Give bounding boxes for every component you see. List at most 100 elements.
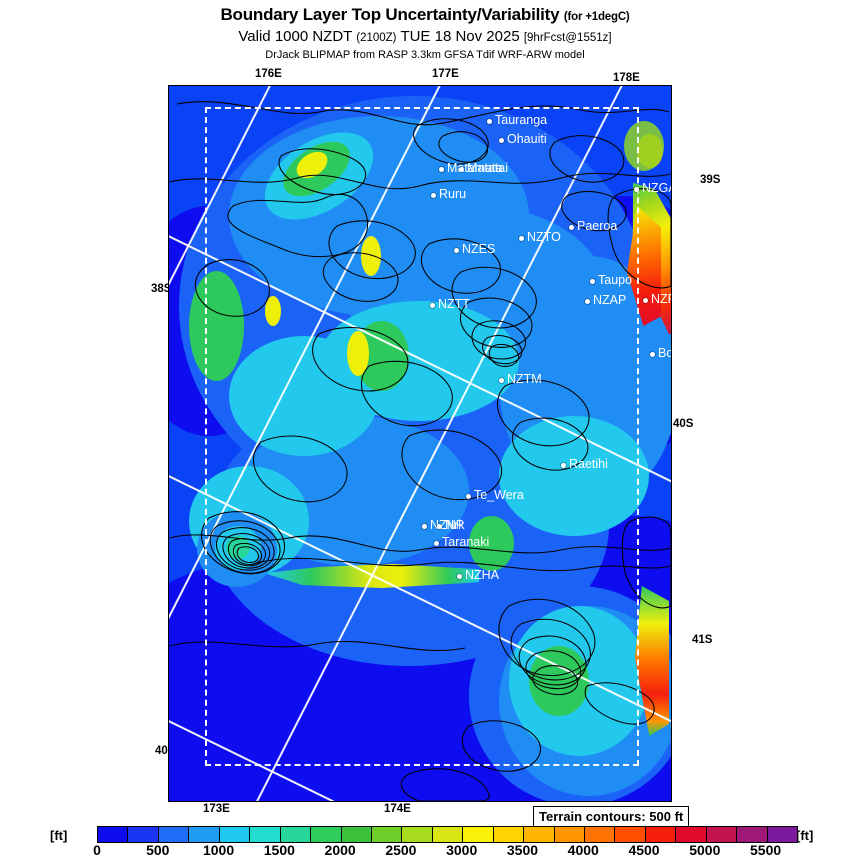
colorbar-segment-2 xyxy=(158,827,190,842)
colorbar-segment-21 xyxy=(737,827,768,842)
station-dot-icon xyxy=(439,167,444,172)
colorbar-tick-4500: 4500 xyxy=(628,842,660,858)
lat-tick-right-40S: 40S xyxy=(673,418,694,430)
station-dot-icon xyxy=(459,167,464,172)
station-dot-icon xyxy=(499,378,504,383)
station-dot-icon xyxy=(499,138,504,143)
colorbar-segment-5 xyxy=(250,827,281,842)
forecast-domain-box xyxy=(205,107,639,766)
colorbar-segment-13 xyxy=(493,827,525,842)
station-label: NZRK xyxy=(651,292,671,306)
map-plot[interactable]: TaurangaOhauitiMatamataMatataiRuruNZGAPa… xyxy=(168,85,672,802)
station-label: Tauranga xyxy=(495,113,548,127)
station-label: Nrk xyxy=(445,518,465,532)
colorbar-unit-left: [ft] xyxy=(50,828,68,843)
lon-tick-176E: 176E xyxy=(255,68,282,80)
station-label: Matatai xyxy=(467,161,508,175)
colorbar-segment-22 xyxy=(767,827,798,842)
station-label: Taupo xyxy=(598,273,633,287)
colorbar-tick-4000: 4000 xyxy=(567,842,599,858)
colorbar-segment-20 xyxy=(706,827,738,842)
valid-time-line: Valid 1000 NZDT (2100Z) TUE 18 Nov 2025 … xyxy=(0,27,850,48)
station-dot-icon xyxy=(466,494,471,499)
terrain-contours xyxy=(169,86,671,801)
station-label: NZAP xyxy=(593,293,627,307)
station-dot-icon xyxy=(590,279,595,284)
yellow-west xyxy=(265,296,281,326)
station-label: Ruru xyxy=(439,187,467,201)
colorbar-segment-3 xyxy=(189,827,220,842)
station-dot-icon xyxy=(431,193,436,198)
colorbar-segment-18 xyxy=(645,827,677,842)
colorbar-tick-3500: 3500 xyxy=(506,842,539,858)
station-label: Boyd xyxy=(658,346,671,360)
title-block: Boundary Layer Top Uncertainty/Variabili… xyxy=(0,0,850,63)
colorbar-tick-3000: 3000 xyxy=(446,842,478,858)
colorbar-segment-15 xyxy=(554,827,585,842)
map-field: TaurangaOhauitiMatamataMatataiRuruNZGAPa… xyxy=(169,86,671,801)
colorbar-segment-8 xyxy=(341,827,372,842)
station-label: NZTM xyxy=(507,372,542,386)
station-dot-icon xyxy=(434,541,439,546)
station-dot-icon xyxy=(519,236,524,241)
page-title: Boundary Layer Top Uncertainty/Variabili… xyxy=(0,0,850,27)
station-dot-icon xyxy=(430,303,435,308)
station-dot-icon xyxy=(437,524,442,529)
station-label: Taranaki xyxy=(442,535,490,549)
colorbar-tick-1000: 1000 xyxy=(202,842,235,858)
colorbar-segment-6 xyxy=(280,827,312,842)
station-dot-icon xyxy=(454,248,459,253)
lon-tick-173E: 173E xyxy=(203,803,230,815)
station-dot-icon xyxy=(487,119,492,124)
station-label: Paeroa xyxy=(577,219,618,233)
station-label: Raetihi xyxy=(569,457,608,471)
lon-tick-174E: 174E xyxy=(384,803,411,815)
colorbar-tick-500: 500 xyxy=(146,842,170,858)
valid-utc-time: (2100Z) xyxy=(356,32,397,44)
lon-tick-178E: 178E xyxy=(613,72,640,84)
lat-tick-left-38S: 38S xyxy=(151,283,172,295)
colorbar-segment-12 xyxy=(463,827,494,842)
colorbar-segment-16 xyxy=(585,827,616,842)
station-label: NZGA xyxy=(642,181,671,195)
station-label: Te_Wera xyxy=(474,488,524,502)
colorbar-tick-2500: 2500 xyxy=(385,842,417,858)
model-source-line: DrJack BLIPMAP from RASP 3.3km GFSA Tdif… xyxy=(265,49,585,61)
lat-tick-right-41S: 41S xyxy=(692,634,713,646)
valid-date: TUE 18 Nov 2025 xyxy=(400,28,520,45)
colorbar-tick-1500: 1500 xyxy=(263,842,295,858)
station-label: NZES xyxy=(462,242,496,256)
station-label: Ohauiti xyxy=(507,132,547,146)
colorbar-segment-4 xyxy=(219,827,251,842)
lon-tick-177E: 177E xyxy=(432,68,459,80)
colorbar-tick-5000: 5000 xyxy=(689,842,721,858)
colorbar-segment-17 xyxy=(615,827,646,842)
colorbar-segment-1 xyxy=(128,827,159,842)
lat-tick-right-39S: 39S xyxy=(700,174,721,186)
colorbar-segment-10 xyxy=(402,827,433,842)
colorbar: [ft] [ft] 0 500 1000 1500 2000 2500 3000 3500 40… xyxy=(0,824,850,860)
taranaki-cone-inner xyxy=(226,536,250,559)
station-label: NZTO xyxy=(527,230,561,244)
colorbar-tick-0: 0 xyxy=(93,842,101,858)
station-dot-icon xyxy=(569,225,574,230)
green-manawatu xyxy=(469,516,514,571)
forecast-stamp: [9hrFcst@1551z] xyxy=(523,32,612,44)
yellow-rotorua xyxy=(361,236,381,276)
green-west-coast xyxy=(189,271,244,381)
station-dot-icon xyxy=(585,299,590,304)
title-suffix-text: (for +1degC) xyxy=(563,11,630,23)
colorbar-gradient xyxy=(97,826,798,843)
colorbar-segment-11 xyxy=(432,827,464,842)
colorbar-segment-19 xyxy=(676,827,707,842)
yellow-plateau xyxy=(347,331,369,376)
station-label: NZHA xyxy=(465,568,500,582)
ridge-ruahine xyxy=(499,416,649,536)
colorbar-tick-labels: 0 500 1000 1500 2000 2500 3000 3500 4000 4500 5000… xyxy=(93,842,796,860)
station-dot-icon xyxy=(457,574,462,579)
colorbar-segment-0 xyxy=(98,827,129,842)
station-label: NZTT xyxy=(438,297,470,311)
station-dot-icon xyxy=(561,463,566,468)
colorbar-segment-9 xyxy=(371,827,403,842)
colorbar-unit-right: [ft] xyxy=(796,828,814,843)
